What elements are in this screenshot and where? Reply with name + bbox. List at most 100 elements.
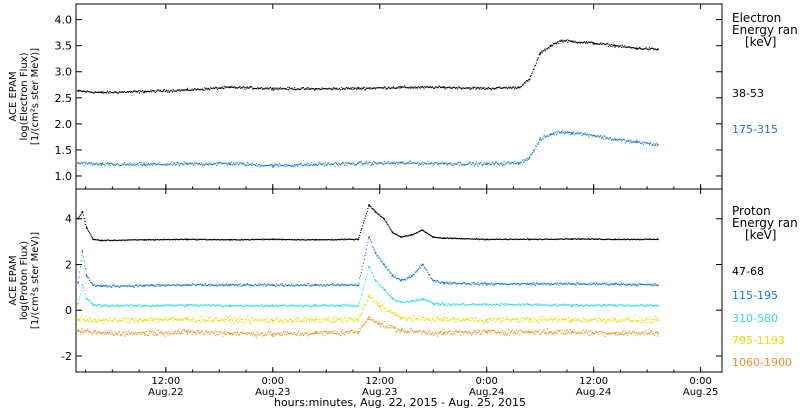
sample-point [90,234,92,236]
sample-point [502,87,504,89]
sample-point [545,318,547,320]
sample-point [347,238,350,240]
sample-point [126,321,128,323]
sample-point [454,237,456,239]
sample-point [530,238,532,240]
sample-point [225,162,227,164]
sample-point [307,304,309,306]
sample-point [550,238,552,240]
sample-point [289,165,291,167]
sample-point [309,239,311,241]
sample-point [532,238,534,240]
sample-point [155,164,157,166]
proton-y-tick-label: 0 [65,304,72,317]
sample-point [449,319,451,321]
sample-point [544,283,546,285]
sample-point [595,238,597,240]
electron-y-tick-label: 3.5 [55,40,73,53]
sample-point [114,331,116,333]
sample-point [435,86,437,88]
sample-point [392,312,394,314]
sample-point [376,280,378,282]
sample-point [499,163,501,165]
sample-point [385,308,387,310]
sample-point [350,319,353,321]
sample-point [159,239,161,241]
sample-point [558,238,560,240]
sample-point [194,163,196,165]
sample-point [528,320,530,322]
sample-point [333,284,335,286]
sample-point [425,269,427,271]
sample-point [612,318,615,320]
sample-point [329,306,332,308]
sample-point [178,239,180,241]
sample-point [244,238,246,241]
sample-point [230,321,232,324]
sample-point [364,303,366,305]
sample-point [358,282,360,284]
sample-point [208,239,210,241]
sample-point [624,305,627,307]
sample-point [331,284,333,286]
sample-point [82,90,84,92]
sample-point [539,54,541,56]
sample-point [112,92,114,94]
sample-point [453,237,455,240]
sample-point [276,164,278,166]
sample-point [453,162,455,164]
sample-point [237,86,239,88]
sample-point [186,320,189,322]
sample-point [431,322,433,324]
sample-point [280,283,282,285]
sample-point [527,80,529,82]
sample-point [642,320,644,322]
sample-point [451,87,453,89]
sample-point [234,323,236,325]
sample-point [639,284,641,286]
sample-point [531,305,533,307]
sample-point [484,282,487,284]
sample-point [103,239,105,241]
sample-point [398,86,400,88]
sample-point [323,163,325,165]
sample-point [240,163,242,165]
sample-point [525,282,527,284]
sample-point [635,239,637,241]
sample-point [549,283,551,285]
sample-point [326,239,329,241]
sample-point [618,283,620,285]
sample-point [487,283,489,285]
sample-point [597,283,599,285]
sample-point [571,306,573,308]
sample-point [617,304,619,306]
sample-point [207,88,209,90]
sample-point [177,239,180,241]
data-point [571,131,574,134]
sample-point [569,283,571,285]
sample-point [81,254,83,256]
sample-point [603,304,606,306]
sample-point [141,239,143,241]
sample-point [442,319,444,322]
sample-point [497,87,499,89]
sample-point [568,132,570,134]
sample-point [112,332,114,334]
sample-point [297,164,299,166]
sample-point [610,319,612,321]
sample-point [381,261,383,263]
sample-point [469,284,472,286]
sample-point [213,284,215,286]
sample-point [362,164,364,166]
sample-point [537,238,539,240]
sample-point [272,88,274,90]
sample-point [366,162,368,164]
sample-point [115,304,117,306]
sample-point [198,283,200,286]
sample-point [256,239,258,241]
sample-point [80,260,82,262]
series-795-1193 [77,294,659,325]
sample-point [77,90,79,92]
sample-point [455,163,457,165]
sample-point [207,239,209,241]
